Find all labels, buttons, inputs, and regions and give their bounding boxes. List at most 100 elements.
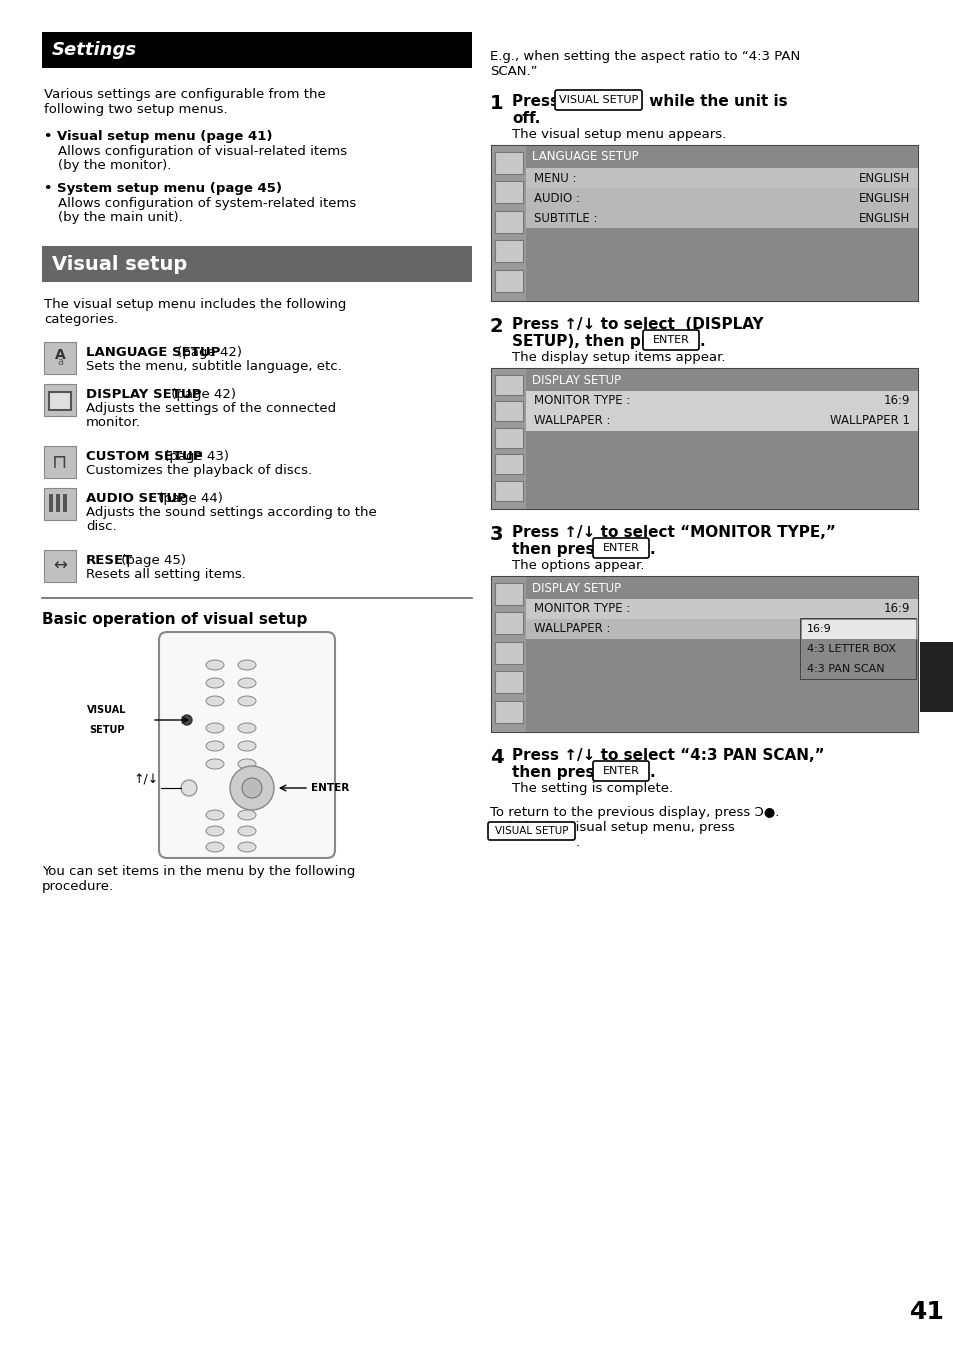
Ellipse shape	[206, 842, 224, 852]
Bar	[44, 446, 76, 479]
Text: MONITOR TYPE :: MONITOR TYPE :	[534, 395, 630, 407]
Text: VISUAL SETUP: VISUAL SETUP	[558, 95, 638, 105]
Bar	[525, 411, 917, 431]
Circle shape	[181, 780, 196, 796]
Ellipse shape	[237, 741, 255, 750]
Text: ↔: ↔	[53, 557, 67, 575]
Bar	[495, 211, 522, 233]
Text: .: .	[649, 765, 655, 780]
Bar	[495, 454, 522, 475]
Text: RESET: RESET	[86, 554, 133, 566]
Text: The setting is complete.: The setting is complete.	[512, 781, 673, 795]
Text: Press ↑/↓ to select “MONITOR TYPE,”: Press ↑/↓ to select “MONITOR TYPE,”	[512, 525, 835, 539]
Ellipse shape	[206, 758, 224, 769]
Bar	[495, 375, 522, 395]
Text: SETUP), then press: SETUP), then press	[512, 334, 681, 349]
Bar	[42, 246, 472, 283]
Ellipse shape	[237, 660, 255, 671]
Text: Sets the menu, subtitle language, etc.: Sets the menu, subtitle language, etc.	[86, 360, 341, 373]
Text: AUDIO :: AUDIO :	[534, 192, 579, 204]
Text: The visual setup menu includes the following: The visual setup menu includes the follo…	[44, 297, 346, 311]
Text: ⊓: ⊓	[52, 453, 68, 472]
Text: • System setup menu (page 45): • System setup menu (page 45)	[44, 183, 282, 195]
Text: LANGUAGE SETUP: LANGUAGE SETUP	[532, 150, 638, 164]
Text: E.g., when setting the aspect ratio to “4:3 PAN: E.g., when setting the aspect ratio to “…	[490, 50, 800, 64]
Bar	[800, 618, 916, 680]
Text: Allows configuration of system-related items: Allows configuration of system-related i…	[58, 197, 355, 210]
Ellipse shape	[206, 826, 224, 836]
Bar	[49, 493, 53, 512]
Text: procedure.: procedure.	[42, 880, 114, 894]
Text: ENTER: ENTER	[602, 544, 639, 553]
Bar	[525, 619, 917, 639]
Bar	[801, 619, 915, 639]
Text: Various settings are configurable from the: Various settings are configurable from t…	[44, 88, 325, 101]
Bar	[495, 642, 522, 664]
Bar	[492, 577, 917, 731]
Text: ENGLISH: ENGLISH	[858, 211, 909, 224]
Circle shape	[230, 767, 274, 810]
Text: (page 42): (page 42)	[167, 388, 235, 402]
FancyBboxPatch shape	[488, 822, 575, 840]
Bar	[525, 391, 917, 411]
Ellipse shape	[206, 677, 224, 688]
Bar	[525, 599, 917, 619]
Text: .: .	[649, 542, 655, 557]
Text: To hide the visual setup menu, press: To hide the visual setup menu, press	[490, 821, 734, 834]
Text: Press: Press	[512, 95, 563, 110]
Bar	[495, 241, 522, 262]
Text: a: a	[57, 357, 63, 366]
Bar	[525, 208, 917, 228]
Bar	[525, 228, 917, 301]
Text: SETUP: SETUP	[90, 725, 125, 735]
Bar	[495, 151, 522, 174]
Text: • Visual setup menu (page 41): • Visual setup menu (page 41)	[44, 130, 273, 143]
Ellipse shape	[237, 723, 255, 733]
Bar	[63, 493, 67, 512]
Text: 4:3 PAN SCAN: 4:3 PAN SCAN	[806, 664, 883, 675]
Text: ENTER: ENTER	[602, 767, 639, 776]
Ellipse shape	[206, 741, 224, 750]
FancyBboxPatch shape	[159, 631, 335, 859]
Bar	[44, 384, 76, 416]
Text: 1: 1	[490, 95, 503, 114]
Text: CUSTOM SETUP: CUSTOM SETUP	[86, 450, 202, 462]
Bar	[525, 168, 917, 188]
Text: then press: then press	[512, 765, 608, 780]
Bar	[44, 342, 76, 375]
Text: 16:9: 16:9	[882, 603, 909, 615]
Text: disc.: disc.	[86, 521, 116, 533]
Ellipse shape	[206, 723, 224, 733]
Text: MONITOR TYPE :: MONITOR TYPE :	[534, 603, 630, 615]
Ellipse shape	[206, 696, 224, 706]
Text: Adjusts the sound settings according to the: Adjusts the sound settings according to …	[86, 506, 376, 519]
Text: Press ↑/↓ to select  (DISPLAY: Press ↑/↓ to select (DISPLAY	[512, 316, 762, 333]
Text: categories.: categories.	[44, 314, 118, 326]
Text: You can set items in the menu by the following: You can set items in the menu by the fol…	[42, 865, 355, 877]
Text: Customizes the playback of discs.: Customizes the playback of discs.	[86, 464, 312, 477]
Text: A: A	[54, 347, 66, 362]
Text: 16:9: 16:9	[806, 625, 831, 634]
Bar	[495, 427, 522, 448]
Circle shape	[242, 777, 262, 798]
Bar	[495, 700, 522, 722]
Text: 4: 4	[490, 748, 503, 767]
Bar	[495, 583, 522, 604]
Ellipse shape	[206, 660, 224, 671]
Bar	[495, 480, 522, 500]
Text: 4:3 LETTER BOX: 4:3 LETTER BOX	[806, 644, 895, 654]
Ellipse shape	[237, 826, 255, 836]
Text: Settings: Settings	[52, 41, 137, 59]
Text: following two setup menus.: following two setup menus.	[44, 103, 228, 116]
Text: MENU :: MENU :	[534, 172, 576, 184]
Bar	[525, 146, 917, 168]
Text: SCAN.”: SCAN.”	[490, 65, 537, 78]
Bar	[801, 639, 915, 658]
Text: .: .	[576, 836, 579, 849]
Text: Press ↑/↓ to select “4:3 PAN SCAN,”: Press ↑/↓ to select “4:3 PAN SCAN,”	[512, 748, 823, 763]
Text: AUDIO SETUP: AUDIO SETUP	[86, 492, 187, 506]
Circle shape	[182, 715, 192, 725]
Text: The options appear.: The options appear.	[512, 558, 643, 572]
Text: WALLPAPER :: WALLPAPER :	[534, 415, 610, 427]
Text: DISPLAY SETUP: DISPLAY SETUP	[86, 388, 201, 402]
